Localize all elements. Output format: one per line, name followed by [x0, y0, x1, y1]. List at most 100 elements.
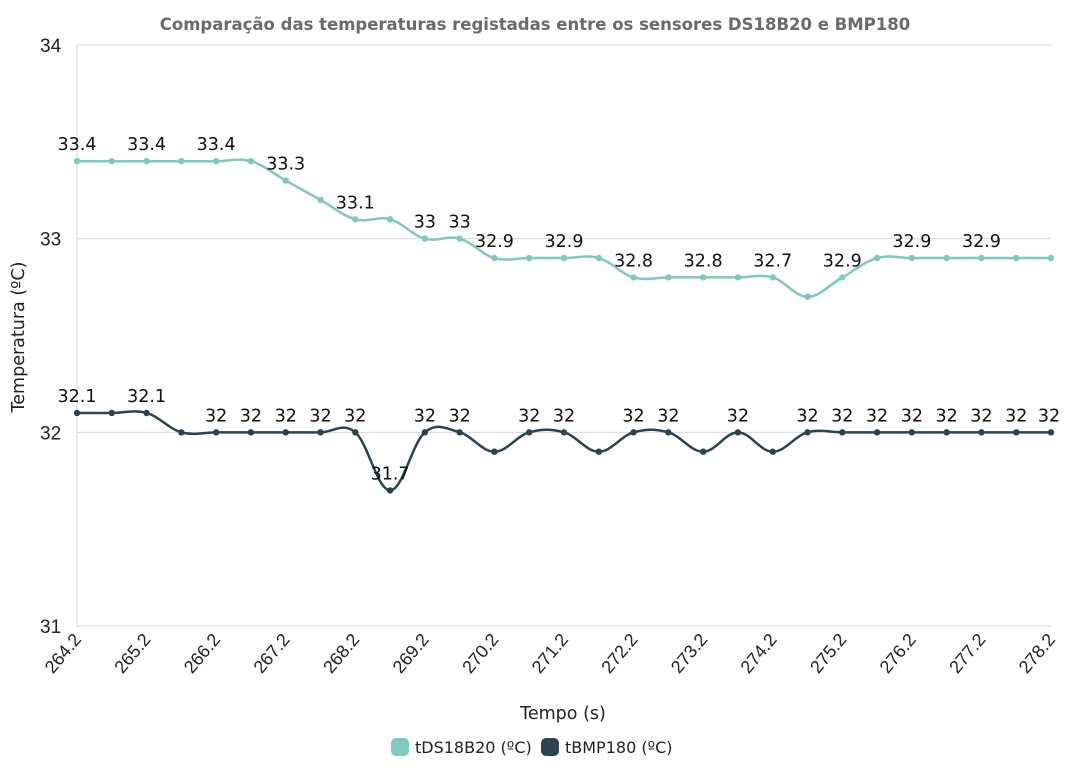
data-point	[769, 448, 776, 455]
data-point	[491, 448, 498, 455]
x-tick-label: 272.2	[597, 630, 641, 677]
data-point	[873, 254, 881, 262]
data-point	[1047, 254, 1055, 262]
data-point	[734, 274, 742, 281]
data-point	[526, 254, 533, 262]
grid	[76, 44, 1051, 627]
x-tick-label: 271.2	[528, 630, 572, 677]
data-point	[352, 429, 359, 436]
y-axis-ticks: 31 32 33 34	[40, 36, 62, 638]
data-point	[456, 235, 463, 242]
data-label: 33.3	[266, 155, 305, 175]
x-tick-label: 277.2	[945, 630, 989, 677]
data-point	[699, 274, 707, 281]
data-label: 33.1	[336, 193, 375, 213]
series-points	[73, 158, 1055, 494]
data-point	[804, 293, 811, 300]
x-tick-label: 273.2	[667, 630, 711, 677]
legend-label-0: tDS18B20 (ºC)	[415, 738, 532, 757]
y-tick-label: 31	[40, 617, 61, 638]
data-point	[839, 274, 846, 281]
data-point	[386, 216, 394, 223]
data-label: 32	[309, 406, 331, 426]
x-tick-label: 268.2	[319, 630, 363, 677]
data-label: 32.1	[127, 387, 166, 407]
data-point	[1013, 429, 1020, 436]
data-label: 31.7	[371, 464, 410, 484]
data-point	[943, 254, 950, 262]
data-label: 32	[1005, 406, 1027, 426]
data-label: 32.7	[753, 251, 792, 271]
y-tick-label: 32	[40, 423, 61, 444]
data-point	[73, 409, 81, 417]
data-point	[978, 429, 985, 436]
data-point	[943, 429, 950, 436]
x-axis-label: Tempo (s)	[519, 704, 606, 724]
x-tick-label: 269.2	[389, 630, 433, 677]
legend-swatch-1	[541, 738, 559, 756]
data-point	[699, 448, 707, 455]
data-point	[317, 429, 324, 436]
data-point	[1047, 429, 1055, 436]
data-point	[421, 235, 429, 242]
data-label: 33	[449, 213, 471, 233]
data-label: 32	[518, 406, 540, 426]
y-axis-label: Temperatura (ºC)	[9, 262, 29, 414]
legend: tDS18B20 (ºC) tBMP180 (ºC)	[391, 738, 673, 757]
data-point	[108, 158, 115, 165]
x-axis-ticks: 264.2 265.2 266.2 267.2 268.2 269.2 270.2 271.2…	[41, 630, 1059, 677]
x-tick-label: 274.2	[737, 630, 781, 677]
data-point	[178, 429, 185, 436]
data-point	[1013, 254, 1020, 262]
data-label: 32	[936, 406, 958, 426]
y-tick-label: 33	[40, 230, 61, 251]
data-point	[595, 448, 602, 455]
data-label: 32	[970, 406, 992, 426]
data-point	[212, 158, 220, 165]
data-point	[386, 487, 394, 494]
data-point	[73, 158, 81, 165]
data-label: 32	[831, 406, 853, 426]
x-tick-label: 265.2	[110, 630, 154, 677]
y-tick-label: 34	[40, 36, 62, 57]
data-point	[108, 409, 115, 417]
data-label: 32.9	[892, 232, 931, 252]
data-label: 33.4	[197, 135, 236, 155]
data-label: 32	[657, 406, 679, 426]
data-point	[282, 429, 289, 436]
data-point	[526, 429, 533, 436]
data-point	[595, 254, 602, 262]
x-tick-label: 267.2	[250, 630, 294, 677]
data-label: 32	[796, 406, 818, 426]
data-label: 32.9	[545, 232, 584, 252]
legend-label-1: tBMP180 (ºC)	[565, 738, 673, 757]
x-tick-label: 275.2	[806, 630, 850, 677]
data-point	[560, 429, 568, 436]
data-point	[630, 429, 637, 436]
data-label: 33.4	[127, 135, 166, 155]
data-label: 32	[344, 406, 366, 426]
data-point	[456, 429, 463, 436]
data-label: 33	[414, 213, 436, 233]
data-label: 32	[205, 406, 227, 426]
data-point	[247, 158, 255, 165]
x-tick-label: 276.2	[876, 630, 920, 677]
data-label: 32	[275, 406, 297, 426]
data-label: 32.9	[962, 232, 1001, 252]
series-lines	[77, 158, 1051, 492]
data-point	[212, 429, 220, 436]
data-point	[421, 429, 429, 436]
data-point	[247, 429, 255, 436]
data-label: 32	[866, 406, 888, 426]
data-label: 32	[449, 406, 471, 426]
chart-title: Comparação das temperaturas registadas e…	[160, 15, 910, 34]
data-point	[143, 158, 150, 165]
data-point	[491, 254, 498, 262]
data-label: 33.4	[58, 135, 97, 155]
data-point	[665, 429, 672, 436]
data-point	[560, 254, 568, 262]
data-point	[908, 429, 916, 436]
x-tick-label: 270.2	[458, 630, 502, 677]
